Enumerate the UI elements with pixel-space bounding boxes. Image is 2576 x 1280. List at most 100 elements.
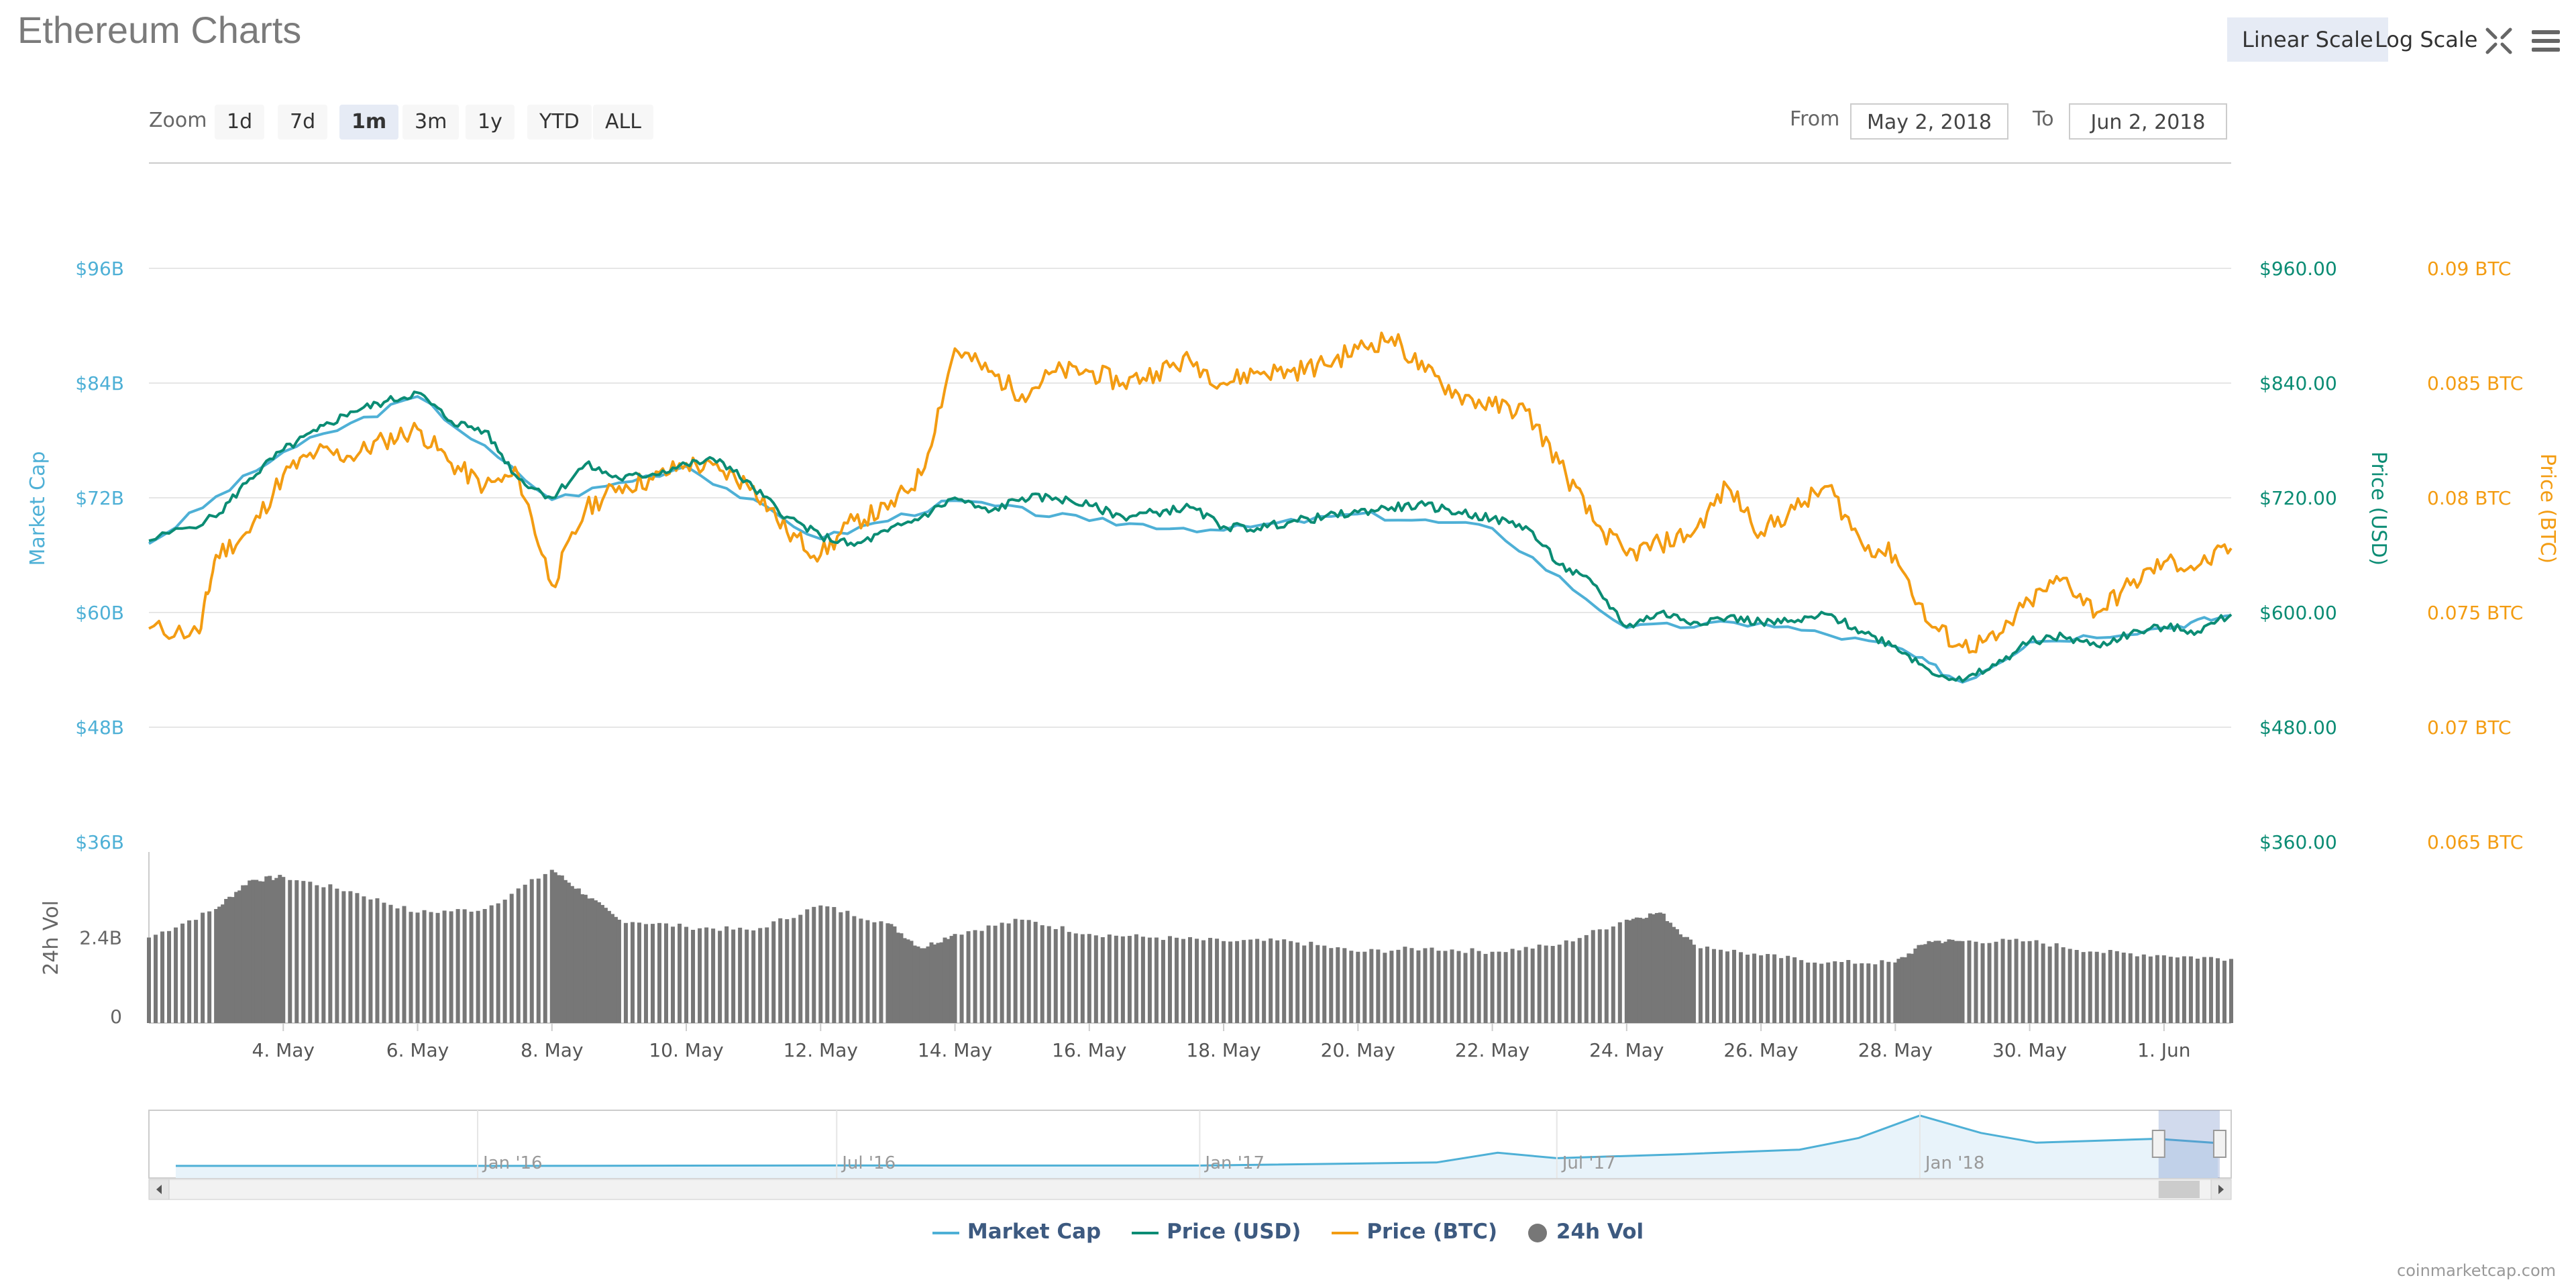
volume-bar [2094, 951, 2099, 1023]
menu-icon[interactable] [2529, 24, 2563, 58]
volume-bar [1671, 926, 1676, 1023]
volume-bar [1994, 941, 1998, 1023]
volume-bar [1369, 949, 1374, 1023]
legend-24h-vol-swatch [1527, 1223, 1547, 1242]
volume-bar [1215, 939, 1220, 1023]
volume-bar [234, 892, 239, 1023]
volume-bar [2027, 941, 2032, 1023]
volume-bar [2148, 956, 2153, 1023]
volume-bar [1477, 951, 1481, 1023]
volume-bar [1154, 937, 1159, 1023]
volume-bar [916, 946, 920, 1023]
zoom-button-3m[interactable]: 3m [402, 105, 460, 140]
volume-bar [765, 927, 769, 1023]
legend-price-btc[interactable]: Price (BTC) [1332, 1220, 1497, 1244]
zoom-button-1d[interactable]: 1d [215, 105, 265, 140]
to-date-input[interactable]: Jun 2, 2018 [2069, 103, 2227, 140]
volume-bar [1557, 945, 1562, 1023]
zoom-button-1y[interactable]: 1y [466, 105, 515, 140]
volume-bar [1013, 918, 1018, 1023]
volume-bar [1564, 940, 1568, 1023]
volume-bar [268, 875, 272, 1023]
linear-scale-button[interactable]: Linear Scale [2227, 17, 2388, 62]
volume-bar [348, 891, 353, 1023]
volume-bar [1617, 922, 1622, 1023]
navigator-tick-label: Jul '17 [1561, 1153, 1616, 1173]
volume-bar [375, 898, 380, 1023]
log-scale-button[interactable]: Log Scale [2375, 27, 2478, 52]
navigator-handle-left[interactable] [2151, 1130, 2165, 1158]
zoom-button-all[interactable]: ALL [593, 105, 653, 140]
volume-bar [1316, 945, 1320, 1023]
volume-bar [187, 920, 192, 1023]
market-cap-tick: $60B [75, 602, 124, 624]
x-tick-label: 14. May [918, 1039, 992, 1061]
market-cap-tick: $36B [75, 831, 124, 853]
volume-bar [288, 879, 292, 1023]
volume-bar [1222, 941, 1226, 1023]
credits-link[interactable]: coinmarketcap.com [2397, 1261, 2556, 1280]
zoom-button-1m[interactable]: 1m [339, 105, 399, 140]
navigator-tick-label: Jan '18 [1924, 1153, 1985, 1173]
navigator-handle-right[interactable] [2212, 1130, 2226, 1158]
volume-bar [462, 909, 467, 1023]
volume-bar [261, 881, 266, 1023]
volume-bar [237, 890, 242, 1023]
price-btc-tick: 0.09 BTC [2427, 258, 2511, 280]
from-date-input[interactable]: May 2, 2018 [1850, 103, 2008, 140]
volume-bar [1295, 942, 1300, 1023]
volume-bar [929, 942, 934, 1023]
volume-bar [536, 878, 541, 1023]
volume-bar [2000, 939, 2005, 1023]
volume-bar [1638, 918, 1642, 1023]
volume-bar [902, 938, 907, 1023]
volume-bar [1873, 964, 1878, 1023]
volume-bar [1779, 958, 1784, 1023]
volume-bar [429, 912, 433, 1023]
volume-bar [154, 935, 158, 1023]
volume-bar [1289, 941, 1293, 1023]
volume-bar [2195, 958, 2200, 1023]
volume-bar [559, 875, 564, 1023]
volume-bar [1443, 951, 1448, 1023]
volume-bar [778, 918, 783, 1023]
volume-bar [1933, 941, 1938, 1023]
zoom-button-ytd[interactable]: YTD [527, 105, 592, 140]
volume-bar [409, 912, 413, 1023]
volume-bar [2041, 943, 2045, 1023]
volume-bar [1174, 937, 1179, 1023]
volume-bar [751, 930, 756, 1023]
scroll-right-icon [2218, 1185, 2224, 1194]
volume-bar [1362, 951, 1367, 1023]
volume-bar [1248, 939, 1253, 1023]
volume-bar [1799, 960, 1804, 1023]
volume-bar [1940, 943, 1945, 1023]
volume-bar [1684, 937, 1689, 1023]
price-usd-tick: $600.00 [2259, 602, 2337, 624]
legend-24h-vol-label: 24h Vol [1556, 1220, 1644, 1244]
volume-bar [1483, 953, 1488, 1023]
legend-price-usd[interactable]: Price (USD) [1132, 1220, 1301, 1244]
volume-bar [1114, 935, 1118, 1023]
volume-bar [1255, 939, 1260, 1023]
volume-bar [482, 909, 487, 1023]
volume-bar [2141, 954, 2146, 1023]
scrollbar-thumb[interactable] [2158, 1181, 2200, 1198]
volume-bar [1759, 955, 1764, 1023]
volume-bar [1544, 945, 1548, 1023]
fullscreen-icon[interactable] [2482, 24, 2516, 58]
volume-bar [1033, 922, 1038, 1023]
volume-bar [1746, 955, 1750, 1023]
zoom-button-7d[interactable]: 7d [278, 105, 328, 140]
legend-market-cap[interactable]: Market Cap [932, 1220, 1101, 1244]
volume-bar [1490, 951, 1495, 1023]
legend-24h-vol[interactable]: 24h Vol [1527, 1220, 1644, 1244]
volume-bar [1648, 913, 1652, 1023]
volume-bar [1228, 941, 1233, 1023]
volume-bar [496, 903, 500, 1023]
price-btc-line [148, 331, 2233, 654]
volume-bar [1860, 963, 1864, 1023]
volume-bar [435, 912, 440, 1023]
volume-bar [422, 910, 427, 1023]
volume-bar [1503, 952, 1508, 1023]
